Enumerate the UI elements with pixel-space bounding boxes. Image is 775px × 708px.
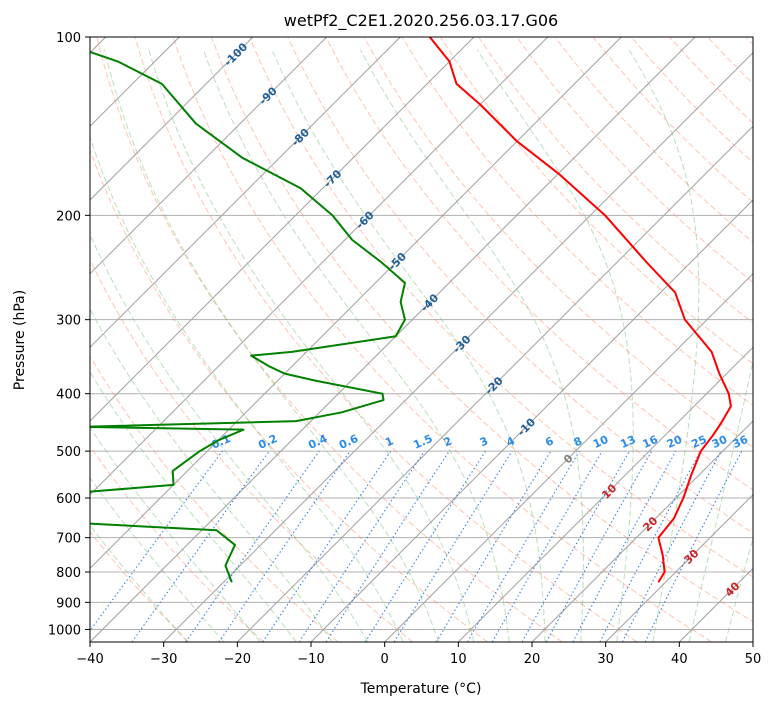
isotherm-line [90, 37, 622, 570]
moist-adiabat-line [90, 135, 404, 642]
isotherm-line [90, 37, 696, 642]
y-tick-label: 900 [56, 596, 81, 611]
y-tick-label: 100 [56, 31, 81, 46]
moist-adiabat-line [103, 49, 439, 642]
isotherm-line [457, 346, 753, 642]
y-axis-title: Pressure (hPa) [12, 290, 28, 390]
dry-adiabat-line [90, 148, 488, 642]
isotherm-line [163, 51, 753, 642]
x-axis-title: Temperature (°C) [360, 681, 482, 697]
dry-adiabat-line [249, 37, 753, 578]
x-axis: −40 −30 −20 −10 0 10 20 30 40 50 [76, 642, 761, 667]
mixing-ratio-label: 10 [591, 433, 611, 451]
isotherm-line [90, 37, 328, 275]
moist-adiabat-line [271, 49, 546, 642]
mixing-ratio-line [644, 450, 743, 642]
mixing-ratio-line [325, 450, 450, 642]
moist-adiabat-line [90, 524, 188, 642]
mixing-ratio-line [185, 450, 320, 642]
background-lines [90, 37, 753, 642]
mixing-ratio-line [90, 450, 223, 632]
moist-adiabat-line [90, 370, 297, 642]
mixing-ratio-label: 36 [731, 433, 751, 451]
dry-adiabat-line [210, 37, 753, 623]
x-tick-label: 20 [524, 652, 541, 667]
moist-adiabat-line [90, 233, 369, 642]
mixing-ratio-line [218, 450, 351, 642]
dry-adiabat-line [90, 445, 264, 642]
moist-adiabat-line [476, 49, 634, 642]
isotherm-line [90, 37, 475, 422]
y-tick-label: 1000 [48, 623, 81, 638]
mixing-ratio-line [572, 450, 677, 642]
y-tick-label: 200 [56, 209, 81, 224]
mixing-ratio-line [262, 450, 392, 642]
isotherm-line [236, 125, 753, 642]
x-tick-label: −20 [224, 652, 251, 667]
y-tick-label: 300 [56, 314, 81, 329]
chart-title: wetPf2_C2E1.2020.256.03.17.G06 [284, 11, 558, 31]
moist-adiabat-line [90, 476, 225, 642]
isotherm-line [90, 37, 254, 201]
x-tick-label: 40 [671, 652, 688, 667]
moist-adiabat-line [202, 49, 510, 642]
mixing-ratio-line [393, 450, 513, 642]
y-tick-label: 400 [56, 388, 81, 403]
x-tick-label: −10 [297, 652, 324, 667]
plot-frame [89, 36, 754, 643]
dry-adiabat-line [90, 355, 339, 642]
mixing-ratio-label: 30 [710, 433, 730, 451]
y-tick-label: 500 [56, 445, 81, 460]
isotherm-line [752, 641, 753, 642]
y-tick-label: 800 [56, 566, 81, 581]
mixing-ratio-line [131, 450, 270, 642]
dry-adiabat-line [325, 37, 753, 491]
mixing-ratio-label: 13 [618, 433, 637, 451]
x-tick-label: 10 [450, 652, 467, 667]
isotherm-line [531, 420, 753, 642]
x-tick-label: 30 [597, 652, 614, 667]
x-tick-label: −30 [150, 652, 177, 667]
mixing-ratio-line [521, 450, 630, 642]
dewpoint-profile-line [90, 50, 406, 583]
moist-adiabat-line [628, 49, 700, 642]
isotherm-line [384, 272, 753, 642]
plot-area-background [90, 37, 753, 642]
mixing-ratio-labels: 0.1 0.2 0.4 0.6 1 1.5 2 3 4 6 8 10 13 16 20 25 30 36 [209, 432, 750, 452]
dry-adiabat-line [516, 37, 753, 284]
mixing-ratio-label: 16 [641, 433, 661, 451]
moist-adiabat-line [688, 358, 753, 642]
y-tick-label: 700 [56, 532, 81, 547]
mixing-ratio-line [298, 450, 425, 642]
x-tick-label: 50 [745, 652, 762, 667]
x-tick-label: 0 [381, 652, 389, 667]
dry-adiabat-line [401, 37, 753, 406]
y-axis: 100 200 300 400 500 600 700 800 900 1000 [48, 31, 90, 638]
isotherm-line [605, 493, 753, 642]
mixing-ratio-line [545, 450, 653, 642]
dry-adiabat-line [96, 37, 563, 642]
profile-series [90, 37, 732, 583]
isotherm-line [90, 37, 549, 496]
y-tick-label: 600 [56, 492, 81, 507]
isotherm-line [310, 199, 753, 642]
temperature-profile-line [428, 37, 732, 583]
dry-adiabat-line [134, 37, 638, 642]
dry-adiabat-line [90, 531, 190, 642]
dry-adiabat-line [439, 37, 753, 365]
x-tick-label: −40 [76, 652, 103, 667]
isotherm-line [90, 37, 401, 349]
moist-adiabat-line [148, 49, 475, 642]
mixing-ratio-label: 20 [665, 433, 685, 451]
